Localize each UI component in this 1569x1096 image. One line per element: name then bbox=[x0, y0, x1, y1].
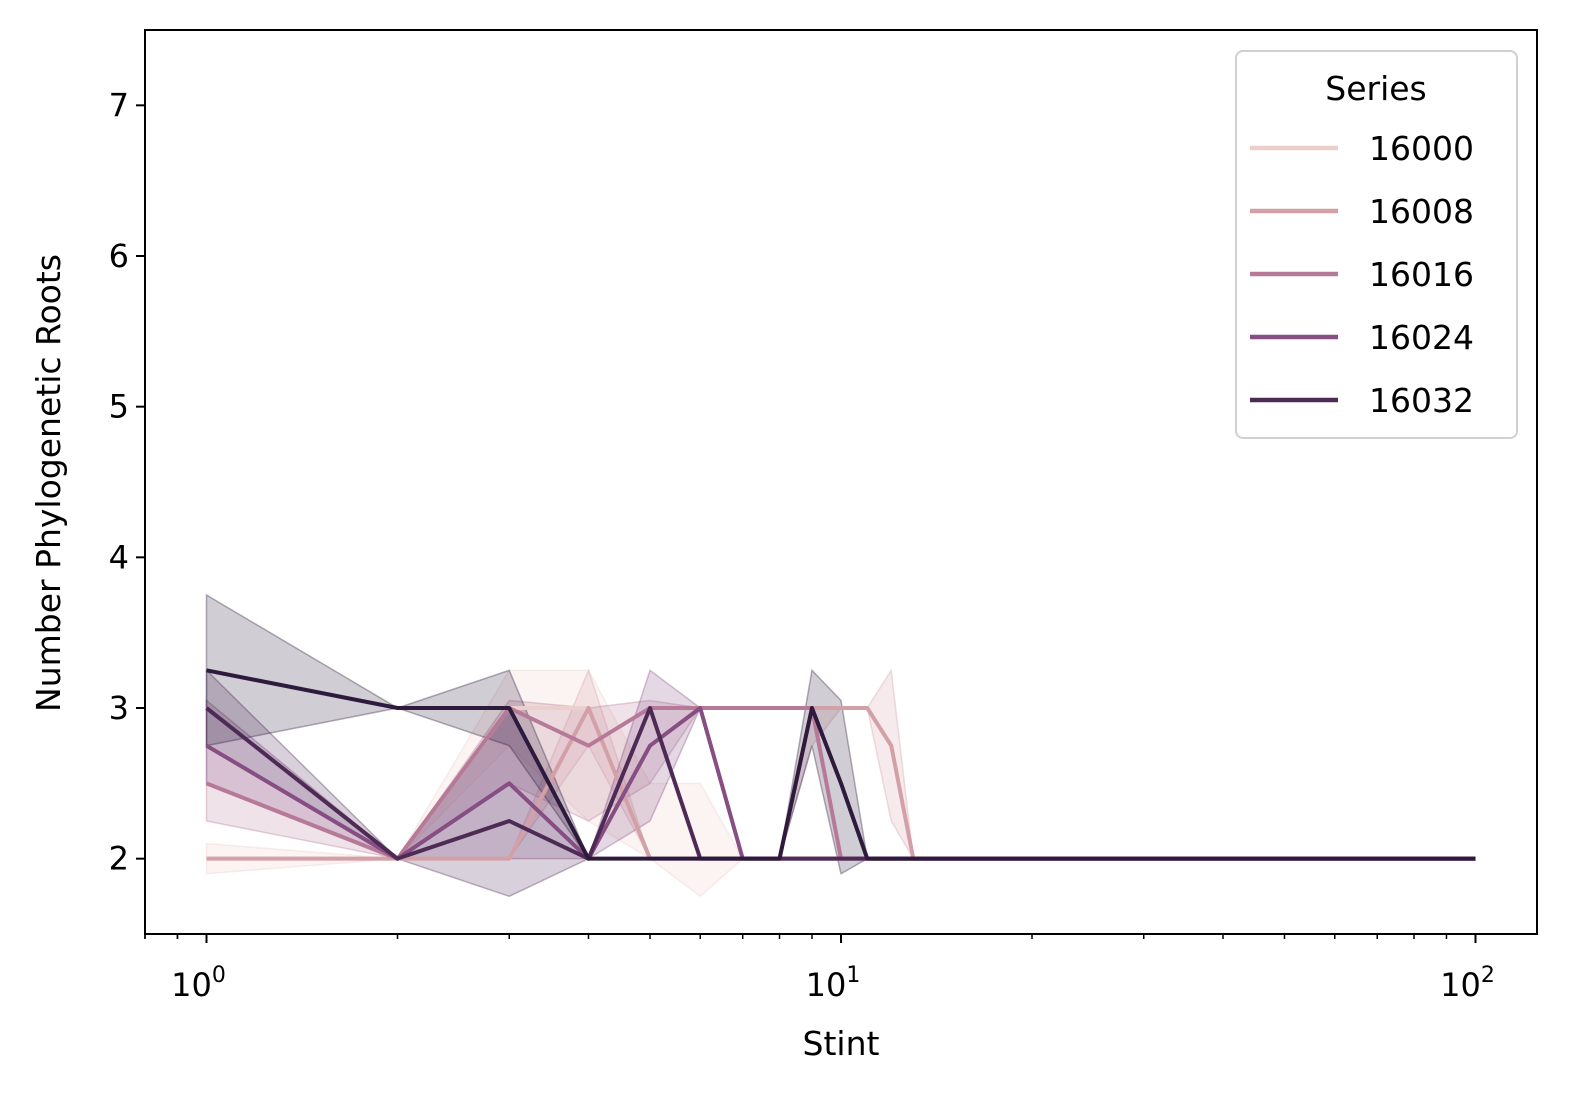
legend-label: 16024 bbox=[1369, 318, 1474, 357]
series-line-6 bbox=[206, 668, 1476, 861]
y-axis-title: Number Phylogenetic Roots bbox=[29, 254, 68, 712]
y-axis-ticks: 2 3 4 5 6 7 bbox=[109, 86, 145, 878]
y-tick-label: 4 bbox=[109, 538, 129, 576]
x-tick-label: 100 bbox=[171, 963, 226, 1004]
legend-label: 16000 bbox=[1369, 129, 1474, 168]
legend-items: 16000 16008 16016 16024 16032 bbox=[1250, 129, 1474, 420]
y-tick-label: 5 bbox=[109, 388, 129, 426]
series-lines bbox=[205, 668, 1476, 861]
y-tick-label: 7 bbox=[109, 86, 129, 124]
legend: Series 16000 16008 16016 16024 16032 bbox=[1235, 50, 1518, 439]
legend-label: 16008 bbox=[1369, 192, 1474, 231]
x-axis-title: Stint bbox=[803, 1024, 880, 1063]
legend-box bbox=[1235, 50, 1518, 439]
legend-title: Series bbox=[1325, 69, 1426, 108]
y-tick-label: 2 bbox=[109, 840, 129, 878]
legend-label: 16032 bbox=[1369, 381, 1474, 420]
y-tick-label: 6 bbox=[109, 237, 129, 275]
plot-frame bbox=[144, 29, 1538, 935]
x-axis-ticks: 100 101 102 bbox=[144, 934, 1495, 1004]
x-tick-label: 101 bbox=[806, 963, 861, 1004]
legend-label: 16016 bbox=[1369, 255, 1474, 294]
x-tick-label: 102 bbox=[1440, 963, 1495, 1004]
confidence-band-6 bbox=[205, 593, 1476, 875]
y-tick-label: 3 bbox=[109, 689, 129, 727]
